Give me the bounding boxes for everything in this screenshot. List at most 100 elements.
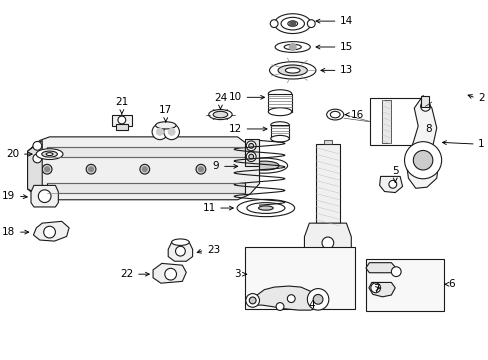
Text: 10: 10 (228, 92, 242, 102)
Ellipse shape (281, 17, 304, 30)
Text: 22: 22 (120, 269, 133, 279)
Ellipse shape (278, 65, 307, 76)
Circle shape (248, 154, 253, 159)
Text: 4: 4 (308, 300, 315, 310)
Text: 19: 19 (2, 191, 15, 201)
Polygon shape (379, 176, 402, 193)
Ellipse shape (171, 239, 189, 246)
Ellipse shape (213, 111, 227, 118)
Circle shape (86, 164, 96, 174)
Text: 24: 24 (213, 93, 226, 103)
Bar (244, 247, 354, 309)
Ellipse shape (268, 90, 291, 98)
Bar (244, 139, 258, 166)
Polygon shape (27, 140, 42, 196)
Circle shape (404, 142, 441, 179)
Bar (47, 183, 244, 193)
Circle shape (388, 180, 396, 188)
Circle shape (289, 44, 296, 50)
Circle shape (164, 268, 176, 280)
Bar (324, 140, 331, 144)
Text: 9: 9 (212, 161, 219, 171)
Circle shape (246, 152, 256, 162)
Bar (420, 96, 428, 107)
Ellipse shape (155, 122, 176, 129)
Ellipse shape (270, 135, 289, 142)
Circle shape (287, 295, 295, 302)
Ellipse shape (326, 109, 343, 120)
Text: 23: 23 (206, 245, 220, 255)
Circle shape (307, 289, 328, 310)
Text: 8: 8 (425, 124, 431, 134)
Circle shape (245, 294, 259, 307)
Polygon shape (250, 286, 320, 310)
Ellipse shape (36, 149, 63, 159)
Bar (365, 259, 443, 311)
Ellipse shape (329, 111, 339, 118)
Text: 3: 3 (234, 269, 241, 279)
Circle shape (322, 237, 333, 249)
Text: 20: 20 (6, 149, 19, 159)
Bar (268, 94, 291, 112)
Circle shape (390, 267, 400, 276)
Circle shape (88, 167, 93, 172)
Circle shape (44, 167, 49, 172)
Circle shape (196, 164, 205, 174)
Ellipse shape (270, 122, 289, 128)
Circle shape (140, 164, 149, 174)
Ellipse shape (208, 109, 232, 120)
Circle shape (420, 102, 429, 111)
Circle shape (43, 226, 55, 238)
Polygon shape (168, 242, 192, 261)
Bar (47, 147, 244, 157)
Ellipse shape (246, 203, 285, 213)
Text: 18: 18 (2, 227, 15, 237)
Ellipse shape (269, 62, 315, 79)
Ellipse shape (268, 108, 291, 116)
Polygon shape (368, 283, 394, 297)
Text: 13: 13 (339, 66, 353, 75)
Circle shape (33, 154, 41, 163)
Circle shape (198, 167, 203, 172)
Circle shape (370, 283, 380, 293)
Bar (315, 144, 339, 223)
Polygon shape (33, 221, 69, 241)
Circle shape (118, 116, 125, 124)
Circle shape (175, 246, 185, 256)
Ellipse shape (274, 14, 310, 33)
Circle shape (248, 143, 253, 148)
Text: 12: 12 (228, 124, 242, 134)
Text: 6: 6 (447, 279, 454, 289)
Text: 15: 15 (339, 42, 353, 52)
Polygon shape (31, 185, 58, 207)
Circle shape (289, 21, 295, 27)
Text: 11: 11 (202, 203, 215, 213)
Ellipse shape (285, 68, 300, 73)
Bar (381, 100, 390, 143)
Circle shape (249, 297, 256, 304)
Circle shape (142, 167, 147, 172)
Circle shape (33, 141, 41, 150)
Polygon shape (365, 263, 395, 273)
Ellipse shape (241, 158, 287, 173)
Circle shape (270, 20, 278, 28)
Text: 14: 14 (339, 16, 353, 26)
Text: 1: 1 (477, 139, 484, 149)
Ellipse shape (41, 151, 57, 157)
Text: 5: 5 (391, 166, 398, 176)
Ellipse shape (258, 206, 273, 210)
Circle shape (152, 124, 167, 140)
Bar (369, 98, 420, 145)
Text: 17: 17 (159, 105, 172, 115)
Text: 16: 16 (350, 109, 364, 120)
Ellipse shape (46, 153, 53, 156)
Bar (112, 114, 131, 126)
Polygon shape (304, 223, 350, 255)
Text: 21: 21 (115, 98, 128, 107)
Circle shape (42, 164, 52, 174)
Text: 2: 2 (477, 93, 484, 103)
Ellipse shape (287, 21, 297, 26)
Bar (116, 123, 127, 130)
Circle shape (246, 141, 256, 151)
Text: 7: 7 (372, 284, 379, 293)
